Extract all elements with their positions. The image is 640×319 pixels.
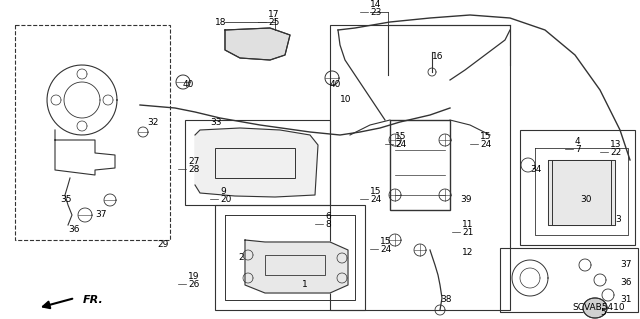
Text: 19: 19 [188,272,200,281]
Text: 18: 18 [215,18,227,27]
Bar [520,130,635,245]
Text: 28: 28 [188,165,200,174]
Text: 12: 12 [462,248,474,257]
Text: 37: 37 [95,210,106,219]
Polygon shape [195,128,318,197]
Text: 24: 24 [380,245,391,254]
Text: 9: 9 [220,187,226,196]
Text: 11: 11 [462,220,474,229]
Bar [265,255,325,275]
Bar [215,148,295,178]
Text: 35: 35 [60,195,72,204]
Text: 21: 21 [462,228,474,237]
Text: 13: 13 [610,140,621,149]
Text: 31: 31 [620,295,632,304]
Text: 15: 15 [395,132,406,141]
Text: 24: 24 [395,140,406,149]
Text: 23: 23 [370,8,381,17]
Text: 39: 39 [460,195,472,204]
Text: 33: 33 [210,118,221,127]
Text: 40: 40 [183,80,195,89]
Text: 8: 8 [325,220,331,229]
Text: 14: 14 [370,0,381,9]
Text: 10: 10 [340,95,351,104]
Text: 1: 1 [302,280,308,289]
Text: 15: 15 [480,132,492,141]
Text: 15: 15 [370,187,381,196]
Text: FR.: FR. [83,295,104,305]
Bar [390,120,450,210]
Polygon shape [245,240,348,293]
Text: 3: 3 [615,215,621,224]
Text: 40: 40 [330,80,341,89]
Text: 25: 25 [268,18,280,27]
Text: 5: 5 [600,308,605,317]
Text: 38: 38 [440,295,451,304]
Text: 15: 15 [380,237,392,246]
Text: 7: 7 [575,145,580,154]
Text: 32: 32 [147,118,158,127]
Polygon shape [583,298,607,318]
Text: 36: 36 [620,278,632,287]
Text: 24: 24 [480,140,492,149]
Bar [185,120,330,205]
Text: 29: 29 [157,240,168,249]
Text: 36: 36 [68,225,79,234]
Text: 30: 30 [580,195,591,204]
Text: 26: 26 [188,280,200,289]
Text: 22: 22 [610,148,621,157]
Bar [330,25,510,310]
Text: 24: 24 [370,195,381,204]
Text: 20: 20 [220,195,232,204]
Text: 4: 4 [575,137,580,146]
Bar [15,25,170,240]
Polygon shape [225,28,290,60]
Text: 37: 37 [620,260,632,269]
Text: 34: 34 [530,165,541,174]
Text: 16: 16 [432,52,444,61]
Text: 17: 17 [268,10,280,19]
Text: SCVAB5410: SCVAB5410 [572,303,625,312]
Polygon shape [548,160,615,225]
Bar [500,248,638,312]
Text: 2: 2 [238,253,244,262]
Text: 27: 27 [188,157,200,166]
Text: 6: 6 [325,212,331,221]
Bar [215,205,365,310]
